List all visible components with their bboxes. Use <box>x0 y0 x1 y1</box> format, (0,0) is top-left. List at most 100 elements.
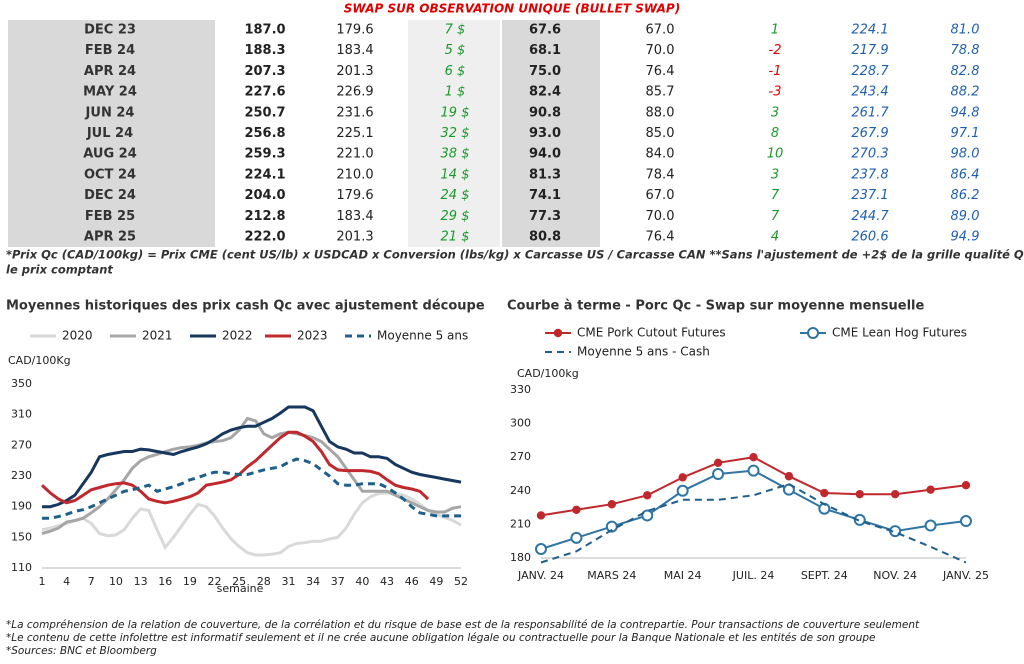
table-cell: APR 25 <box>84 230 136 245</box>
table-cell: 7 <box>771 209 780 224</box>
table-cell: 226.9 <box>336 85 373 100</box>
table-cell: 81.0 <box>951 23 980 38</box>
marker <box>747 464 760 477</box>
legend-label: 2021 <box>142 329 173 343</box>
y-tick-label: 350 <box>11 377 32 390</box>
table-cell: 89.0 <box>951 209 980 224</box>
marker <box>536 511 546 520</box>
table-cell: 84.0 <box>646 147 675 162</box>
table-cell: 201.3 <box>336 230 373 245</box>
table-cell: 70.0 <box>646 209 675 224</box>
x-tick-label: 31 <box>281 575 295 588</box>
x-tick-label: JANV. 25 <box>942 569 989 582</box>
y-tick-label: 190 <box>11 500 32 513</box>
table-cell: 29 $ <box>441 209 470 224</box>
table-cell: 207.3 <box>244 64 285 79</box>
table-cell: 81.3 <box>529 167 561 182</box>
x-tick-label: JANV. 24 <box>517 569 564 582</box>
col-bg <box>408 20 500 247</box>
table-cell: 7 $ <box>445 23 466 38</box>
table-cell: 188.3 <box>244 43 285 58</box>
x-tick-label: 28 <box>257 575 271 588</box>
table-cell: 1 <box>771 23 779 38</box>
table-cell: 225.1 <box>336 126 373 141</box>
table-cell: 210.0 <box>336 167 373 182</box>
x-tick-label: 16 <box>158 575 172 588</box>
table-cell: -2 <box>769 43 782 58</box>
table-cell: 82.4 <box>529 85 561 100</box>
x-tick-label: 19 <box>183 575 197 588</box>
legend-label: 2023 <box>297 329 328 343</box>
x-tick-label: 25 <box>232 575 246 588</box>
table-cell: 97.1 <box>951 126 980 141</box>
y-tick-label: 150 <box>11 530 32 543</box>
table-cell: 3 <box>771 167 779 182</box>
col-bg <box>8 20 215 247</box>
table-cell: MAY 24 <box>83 85 137 100</box>
table-cell: 38 $ <box>441 147 470 162</box>
table-cell: JUL 24 <box>86 126 133 141</box>
x-axis-label: semaine <box>217 582 264 595</box>
y-tick-label: 310 <box>11 408 32 421</box>
legend-label: 2022 <box>222 329 253 343</box>
table-cell: FEB 25 <box>85 209 135 224</box>
table-cell: 78.4 <box>646 167 675 182</box>
series-line <box>42 457 461 520</box>
y-axis-label: CAD/100kg <box>517 367 579 380</box>
y-tick-label: 300 <box>510 417 531 430</box>
table-cell: 7 <box>771 188 780 203</box>
table-cell: 187.0 <box>244 23 285 38</box>
x-tick-label: 49 <box>429 575 443 588</box>
table-cell: 90.8 <box>529 105 561 120</box>
x-tick-label: MARS 24 <box>587 569 636 582</box>
marker <box>820 488 829 498</box>
series-line <box>540 483 967 564</box>
table-cell: 259.3 <box>244 147 285 162</box>
legend-label: CME Lean Hog Futures <box>832 326 967 340</box>
table-cell: 183.4 <box>336 43 373 58</box>
x-tick-label: 10 <box>109 575 123 588</box>
table-cell: 6 $ <box>445 64 466 79</box>
x-tick-label: 4 <box>63 575 70 588</box>
footer-note: *Le contenu de cette infolettre est info… <box>6 632 876 644</box>
table-cell: FEB 24 <box>85 43 135 58</box>
legend-marker <box>553 328 563 338</box>
table-cell: 228.7 <box>851 64 889 79</box>
y-tick-label: 330 <box>510 383 531 396</box>
table-cell: 98.0 <box>951 147 980 162</box>
table-cell: 227.6 <box>244 85 285 100</box>
table-cell: 224.1 <box>851 23 888 38</box>
legend-marker <box>807 327 819 339</box>
table-cell: 75.0 <box>529 64 561 79</box>
marker <box>960 515 972 528</box>
table-cell: 221.0 <box>336 147 373 162</box>
table-cell: DEC 24 <box>84 188 136 203</box>
table-cell: 237.8 <box>851 167 888 182</box>
x-tick-label: 13 <box>134 575 148 588</box>
marker <box>713 458 723 467</box>
x-tick-label: MAI 24 <box>664 569 702 582</box>
legend-label: CME Pork Cutout Futures <box>577 326 726 340</box>
table-cell: OCT 24 <box>84 167 136 182</box>
marker <box>607 500 617 509</box>
table-cell: 261.7 <box>851 105 889 120</box>
legend-label: Moyenne 5 ans <box>377 329 468 343</box>
table-cell: 222.0 <box>244 230 285 245</box>
table-cell: 270.3 <box>851 147 888 162</box>
table-cell: -1 <box>769 64 782 79</box>
table-cell: 19 $ <box>441 105 470 120</box>
marker <box>890 489 900 499</box>
table-cell: AUG 24 <box>83 147 137 162</box>
table-cell: 77.3 <box>529 209 561 224</box>
table-cell: 78.8 <box>951 43 980 58</box>
x-tick-label: 7 <box>88 575 95 588</box>
table-cell: 76.4 <box>646 64 675 79</box>
table-cell: 67.0 <box>646 188 675 203</box>
chart-title: Courbe à terme - Porc Qc - Swap sur moye… <box>507 299 925 314</box>
marker <box>855 489 864 499</box>
y-tick-label: 110 <box>11 561 32 574</box>
col-bg <box>502 20 600 247</box>
table-cell: 24 $ <box>441 188 470 203</box>
marker <box>641 509 654 522</box>
table-cell: 267.9 <box>851 126 888 141</box>
